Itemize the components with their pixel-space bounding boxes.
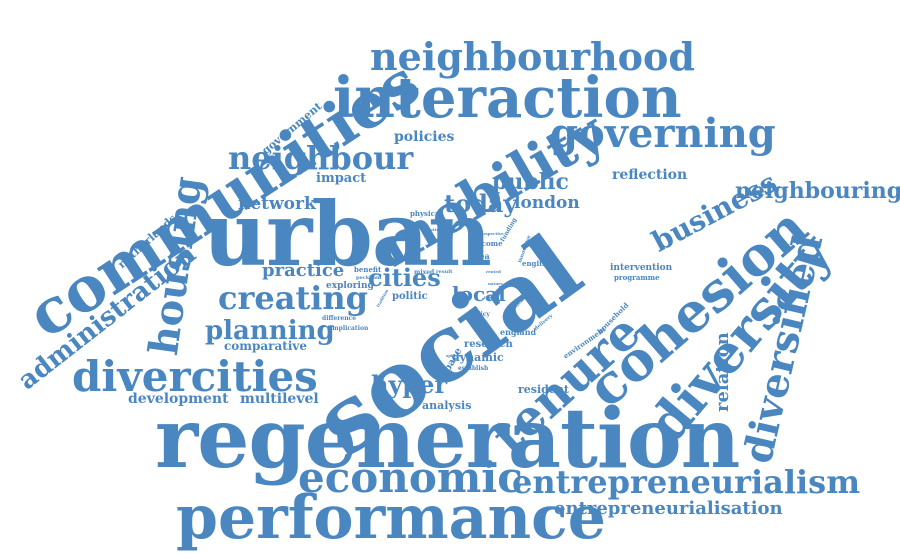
word-urban: urban [203,182,492,286]
word-neighbouring: neighbouring [735,178,900,204]
word-difference: difference [322,315,357,322]
word-cities: cities [368,263,441,292]
word-policy: policy [470,311,490,318]
word-neighbourhood: neighbourhood [370,34,695,79]
word-performance: performance [176,483,606,553]
word-comparative: comparative [224,339,307,353]
word-research: research [464,339,513,350]
word-multilevel: multilevel [240,391,319,407]
word-practice: practice [262,260,345,281]
word-perspective: perspective [478,231,504,236]
word-economic: economic [298,453,523,502]
word-impact: impact [316,171,367,186]
word-hyper: hyper [371,370,448,399]
word-dynamic: dynamic [452,351,504,364]
word-today: today [444,189,518,218]
word-programme: programme [614,273,660,282]
word-sphere: sphere [446,353,462,358]
word-nature: nature [488,281,503,286]
word-rotterdam: rotterdam [428,227,451,232]
word-english: english [522,259,551,268]
word-resident: resident [518,383,569,396]
word-planning: planning [205,316,335,346]
word-development: development [128,391,229,407]
word-politic: politic [392,291,428,302]
word-divercities: divercities [72,352,318,401]
word-entrepreneurialisation: entrepreneurialisation [554,498,783,519]
word-establish: establish [458,365,489,372]
word-governing: governing [550,110,776,157]
word-relation: relation [712,332,733,412]
word-analysis: analysis [422,399,472,412]
word-peckham: peckham [356,275,382,281]
word-neighbour: neighbour [228,139,414,177]
word-entrepreneurialism: entrepreneurialism [512,463,861,501]
word-implication: implication [330,325,369,332]
word-result: result [436,269,453,275]
word-area: area [470,251,490,261]
word-benefit: benefit [354,265,382,274]
word-rented: rented [486,269,501,274]
word-intervention: intervention [610,263,673,273]
word-creating: creating [218,279,369,317]
word-interaction: interaction [333,65,682,131]
word-exploring: exploring [326,281,374,291]
word-london: london [514,193,580,213]
word-regeneration: regeneration [155,391,740,487]
word-reflection: reflection [612,167,688,183]
word-focus: focus [484,295,496,300]
word-income: income [474,239,503,248]
word-physical: physical [410,209,443,218]
word-network: network [238,194,316,214]
word-local: local [452,282,506,306]
word-policies: policies [394,129,455,145]
word-mixed: mixed [414,269,435,276]
word-england: england [500,327,537,337]
word-public: public [492,169,569,195]
